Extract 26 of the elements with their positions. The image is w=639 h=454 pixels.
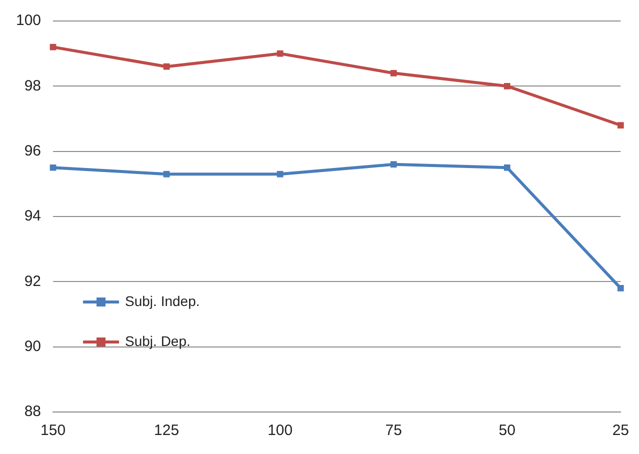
y-tick-label: 92 (24, 272, 42, 290)
point (390, 70, 397, 76)
point (50, 164, 56, 171)
x-tick-label: 50 (498, 422, 516, 440)
point (163, 63, 170, 70)
x-tick-label: 25 (612, 422, 629, 440)
legend-label: Subj. Dep. (125, 332, 190, 349)
point (163, 170, 170, 178)
legend-label: Subj. Indep. (125, 292, 200, 309)
point (504, 82, 510, 90)
x-tick-label: 150 (40, 422, 66, 440)
y-tick-label: 100 (16, 12, 42, 30)
y-tick-label: 98 (24, 77, 42, 94)
y-tick-label: 90 (24, 338, 42, 355)
y-tick-label: 88 (24, 403, 42, 420)
y-tick-label: 94 (24, 208, 42, 225)
x-tick-label: 75 (385, 422, 402, 440)
x-tick-label: 125 (154, 422, 180, 440)
point (617, 122, 624, 128)
point (390, 161, 397, 168)
y-tick-label: 96 (24, 142, 42, 160)
point (276, 50, 284, 57)
point (504, 164, 510, 171)
point (617, 285, 624, 292)
x-tick-label: 100 (268, 422, 293, 440)
point (276, 170, 284, 178)
